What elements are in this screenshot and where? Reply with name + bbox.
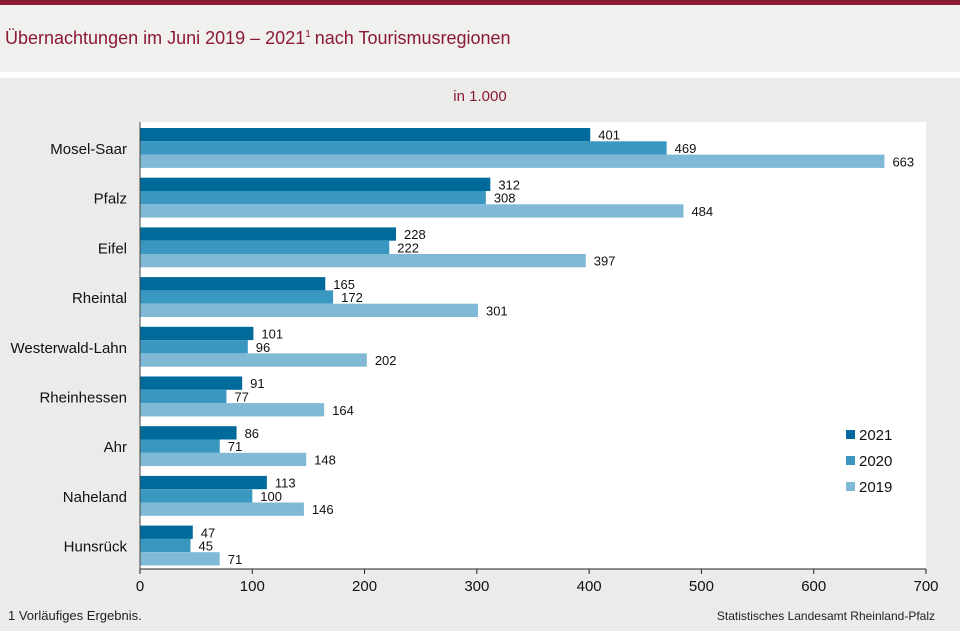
x-tick-label: 300 bbox=[464, 578, 489, 595]
x-tick-label: 400 bbox=[577, 578, 602, 595]
bar-2020 bbox=[140, 191, 486, 205]
bar-2020 bbox=[140, 290, 334, 304]
value-label: 101 bbox=[261, 326, 283, 341]
value-label: 71 bbox=[228, 552, 242, 567]
category-label: Ahr bbox=[104, 439, 127, 456]
bar-2019 bbox=[140, 353, 367, 367]
chart-title: Übernachtungen im Juni 2019 – 20211 nach … bbox=[5, 28, 511, 49]
value-label: 86 bbox=[245, 426, 259, 441]
value-label: 312 bbox=[498, 177, 520, 192]
category-label: Eifel bbox=[98, 240, 127, 257]
value-label: 202 bbox=[375, 353, 397, 368]
bar-2021 bbox=[140, 326, 254, 341]
value-label: 148 bbox=[314, 452, 336, 467]
bar-2019 bbox=[140, 204, 684, 218]
bar-2019 bbox=[140, 403, 325, 417]
value-label: 228 bbox=[404, 227, 426, 242]
bar-2020 bbox=[140, 141, 667, 155]
bar-2021 bbox=[140, 128, 591, 142]
bar-2019 bbox=[140, 502, 304, 516]
value-label: 172 bbox=[341, 290, 363, 305]
bar-2019 bbox=[140, 154, 885, 168]
top-accent-bar bbox=[0, 0, 960, 5]
category-label: Rheintal bbox=[72, 290, 127, 307]
value-label: 91 bbox=[250, 376, 264, 391]
value-label: 308 bbox=[494, 191, 516, 206]
x-tick-label: 100 bbox=[240, 578, 265, 595]
value-label: 45 bbox=[199, 539, 213, 554]
legend-label-2020: 2020 bbox=[859, 453, 892, 470]
bar-2020 bbox=[140, 439, 220, 453]
bar-2019 bbox=[140, 254, 586, 268]
legend-label-2021: 2021 bbox=[859, 427, 892, 444]
header-separator bbox=[0, 72, 960, 78]
value-label: 71 bbox=[228, 439, 242, 454]
chart-title-main: Übernachtungen im Juni 2019 – 2021 bbox=[5, 28, 306, 48]
category-label: Westerwald-Lahn bbox=[11, 340, 127, 357]
legend-label-2019: 2019 bbox=[859, 479, 892, 496]
value-label: 301 bbox=[486, 303, 508, 318]
source-credit: Statistisches Landesamt Rheinland-Pfalz bbox=[716, 609, 935, 623]
footnote: 1 Vorläufiges Ergebnis. bbox=[8, 608, 142, 623]
bar-2019 bbox=[140, 303, 478, 317]
category-label: Naheland bbox=[63, 489, 127, 506]
x-tick-label: 500 bbox=[689, 578, 714, 595]
bar-2021 bbox=[140, 277, 326, 291]
bar-2020 bbox=[140, 240, 390, 254]
value-label: 401 bbox=[598, 128, 620, 143]
bar-2020 bbox=[140, 489, 253, 503]
value-label: 663 bbox=[892, 154, 914, 169]
x-tick-label: 700 bbox=[913, 578, 938, 595]
bar-2020 bbox=[140, 340, 248, 354]
bar-2019 bbox=[140, 552, 220, 566]
value-label: 146 bbox=[312, 502, 334, 517]
x-tick-label: 0 bbox=[136, 578, 144, 595]
unit-label: in 1.000 bbox=[453, 88, 507, 105]
legend-swatch-2020 bbox=[846, 456, 855, 465]
bar-2021 bbox=[140, 376, 243, 390]
category-label: Mosel-Saar bbox=[50, 141, 127, 158]
value-label: 100 bbox=[260, 489, 282, 504]
value-label: 113 bbox=[275, 476, 296, 491]
value-label: 469 bbox=[675, 141, 697, 156]
x-tick-label: 600 bbox=[801, 578, 826, 595]
bar-2019 bbox=[140, 452, 307, 467]
value-label: 222 bbox=[397, 240, 419, 255]
legend-swatch-2019 bbox=[846, 482, 855, 491]
chart-title-rest: nach Tourismusregionen bbox=[314, 28, 511, 48]
value-label: 96 bbox=[256, 340, 270, 355]
legend-swatch-2021 bbox=[846, 430, 855, 439]
value-label: 165 bbox=[333, 277, 355, 292]
value-label: 47 bbox=[201, 525, 215, 540]
bar-2021 bbox=[140, 475, 267, 490]
bar-2021 bbox=[140, 525, 193, 539]
category-label: Hunsrück bbox=[64, 539, 128, 556]
bar-2020 bbox=[140, 389, 227, 404]
bar-2021 bbox=[140, 177, 491, 191]
category-label: Rheinhessen bbox=[39, 389, 127, 406]
category-label: Pfalz bbox=[94, 191, 127, 208]
value-label: 164 bbox=[332, 403, 354, 418]
value-label: 77 bbox=[234, 389, 248, 404]
bar-2020 bbox=[140, 538, 191, 553]
x-tick-label: 200 bbox=[352, 578, 377, 595]
value-label: 484 bbox=[691, 204, 713, 219]
bar-2021 bbox=[140, 227, 397, 241]
bar-2021 bbox=[140, 426, 237, 440]
chart-title-footnote-marker: 1 bbox=[305, 29, 311, 40]
chart-header: Übernachtungen im Juni 2019 – 20211 nach … bbox=[0, 5, 960, 72]
value-label: 397 bbox=[594, 254, 616, 269]
